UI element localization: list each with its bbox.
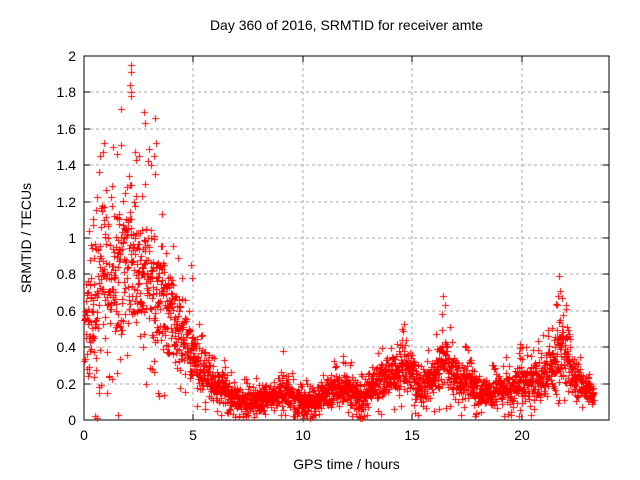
x-axis-label: GPS time / hours	[293, 456, 400, 472]
y-tick-label: 1.4	[56, 157, 76, 173]
y-tick-label: 1	[68, 230, 76, 246]
y-tick-label: 0.4	[56, 339, 76, 355]
y-tick-label: 0.6	[56, 303, 76, 319]
x-tick-label: 5	[189, 427, 197, 443]
x-tick-label: 10	[295, 427, 311, 443]
y-tick-label: 2	[68, 48, 76, 64]
y-tick-label: 1.8	[56, 84, 76, 100]
y-tick-label: 1.2	[56, 194, 76, 210]
y-tick-label: 0	[68, 412, 76, 428]
chart-title: Day 360 of 2016, SRMTID for receiver amt…	[209, 17, 484, 33]
x-tick-label: 0	[80, 427, 88, 443]
x-tick-label: 15	[404, 427, 420, 443]
x-tick-label: 20	[514, 427, 530, 443]
y-tick-label: 0.2	[56, 376, 76, 392]
y-tick-label: 1.6	[56, 121, 76, 137]
y-tick-label: 0.8	[56, 266, 76, 282]
